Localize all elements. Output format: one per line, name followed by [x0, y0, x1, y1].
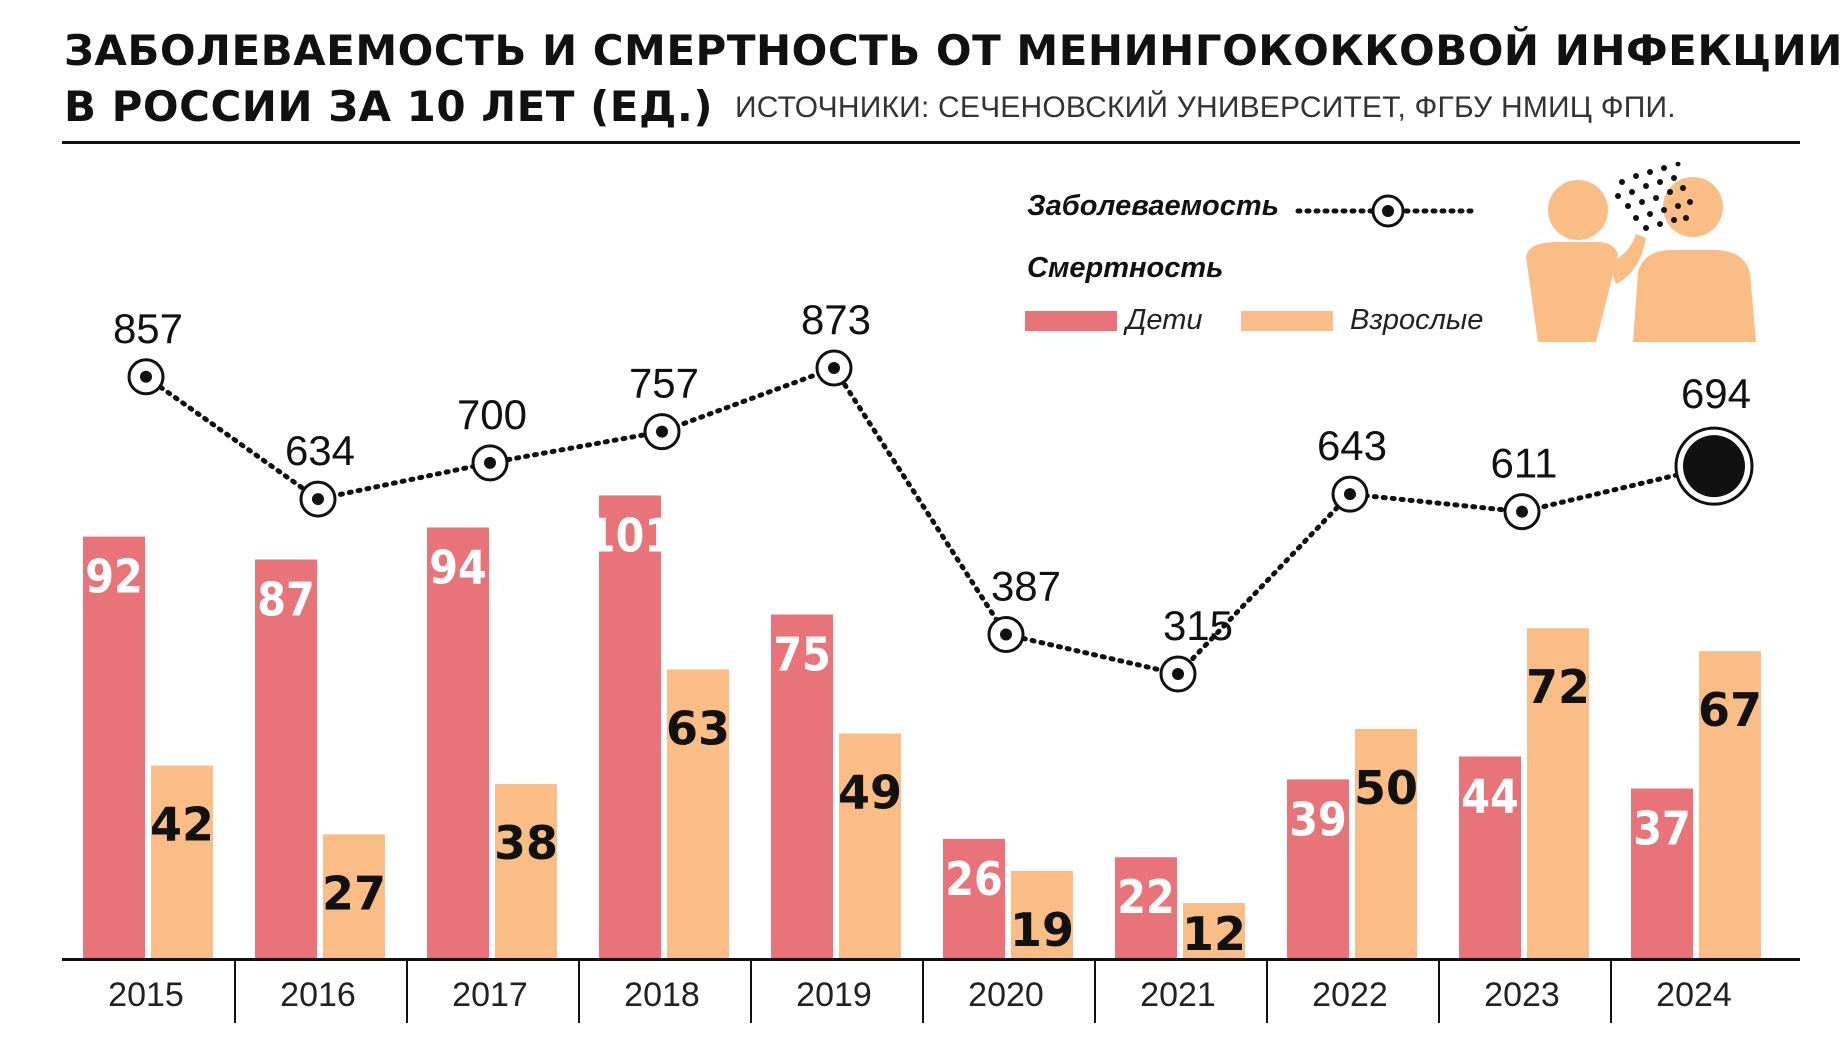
x-axis-separator	[234, 961, 236, 1023]
x-axis-separator	[1094, 961, 1096, 1023]
bar-children-label-2019: 75	[773, 628, 831, 682]
bar-adults-label-2023: 72	[1526, 660, 1590, 714]
legend-children-swatch	[1025, 311, 1117, 331]
x-tick-label-2017: 2017	[452, 976, 528, 1014]
bar-children-2023	[1459, 756, 1521, 958]
bar-adults-label-2015: 42	[150, 798, 214, 852]
x-tick-label-2016: 2016	[280, 976, 356, 1014]
x-tick-label-2015: 2015	[108, 976, 184, 1014]
chart-source: ИСТОЧНИКИ: СЕЧЕНОВСКИЙ УНИВЕРСИТЕТ, ФГБУ…	[735, 91, 1676, 124]
bar-adults-2024	[1699, 651, 1761, 958]
bar-children-2018	[599, 495, 661, 958]
bar-adults-label-2021: 12	[1182, 907, 1246, 961]
bar-children-2022	[1287, 779, 1349, 958]
incidence-point-core-2022	[1344, 488, 1356, 501]
bar-adults-2021	[1183, 903, 1245, 958]
bar-children-label-2021: 22	[1117, 870, 1175, 924]
incidence-label-2019: 873	[801, 296, 871, 343]
bar-adults-label-2019: 49	[838, 766, 902, 820]
x-axis-separator	[1266, 961, 1268, 1023]
bar-adults-2020	[1011, 870, 1073, 958]
bar-adults-label-2020: 19	[1010, 903, 1074, 957]
bar-children-2020	[943, 838, 1005, 958]
x-axis-separator	[1610, 961, 1612, 1023]
x-tick-label-2022: 2022	[1312, 976, 1388, 1014]
bar-children-label-2017: 94	[429, 540, 487, 594]
x-tick-label-2024: 2024	[1656, 976, 1732, 1014]
bar-children-label-2023: 44	[1461, 769, 1519, 823]
bar-adults-label-2017: 38	[494, 816, 558, 870]
legend-incidence-marker-core	[1382, 205, 1394, 217]
x-tick-label-2023: 2023	[1484, 976, 1560, 1014]
incidence-label-2024: 694	[1681, 370, 1751, 417]
bar-children-label-2015: 92	[85, 550, 143, 604]
incidence-point-core-2018	[656, 425, 668, 438]
bar-children-2016	[255, 559, 317, 958]
bar-adults-2015	[151, 765, 213, 958]
incidence-label-2016: 634	[285, 427, 355, 474]
incidence-point-core-2024	[1683, 435, 1745, 498]
x-tick-label-2018: 2018	[624, 976, 700, 1014]
incidence-line-layer: 857 634 700 757 873 387 315 643 611 694	[113, 296, 1754, 693]
incidence-line	[143, 364, 1717, 677]
bar-children-2024	[1631, 788, 1693, 958]
incidence-point-core-2019	[828, 362, 840, 374]
bar-children-label-2022: 39	[1289, 792, 1347, 846]
incidence-point-core-2016	[312, 493, 324, 506]
bar-children-label-2016: 87	[257, 573, 315, 627]
person-sneezing-icon	[1526, 162, 1756, 342]
bar-children-label-2018: 101	[587, 508, 673, 562]
chart-title-line2: В РОССИИ ЗА 10 ЛЕТ (ЕД.)	[64, 82, 714, 131]
bar-adults-label-2018: 63	[666, 701, 730, 755]
incidence-label-2015: 857	[113, 305, 183, 352]
legend-incidence-label: Заболеваемость	[1027, 190, 1279, 222]
bar-adults-2019	[839, 733, 901, 958]
legend-mortality-label: Смертность	[1027, 252, 1224, 284]
bar-children-label-2020: 26	[945, 852, 1003, 906]
incidence-label-2018: 757	[629, 360, 699, 407]
bar-children-2017	[427, 527, 489, 958]
x-tick-label-2021: 2021	[1140, 976, 1216, 1014]
x-axis-separator	[750, 961, 752, 1023]
incidence-label-2020: 387	[991, 563, 1061, 610]
legend-children-label: Дети	[1126, 304, 1203, 336]
bar-adults-2023	[1527, 628, 1589, 958]
legend-graphics	[1295, 194, 1481, 228]
incidence-label-2017: 700	[457, 391, 527, 438]
x-tick-label-2019: 2019	[796, 976, 872, 1014]
bar-children-2021	[1115, 857, 1177, 958]
incidence-point-core-2023	[1516, 505, 1528, 518]
bar-adults-2022	[1355, 729, 1417, 958]
incidence-label-2021: 315	[1163, 602, 1233, 649]
x-axis-line	[62, 958, 1800, 961]
bar-adults-2018	[667, 669, 729, 958]
x-tick-label-2020: 2020	[968, 976, 1044, 1014]
chart-title-line1: ЗАБОЛЕВАЕМОСТЬ И СМЕРТНОСТЬ ОТ МЕНИНГОКО…	[64, 26, 1843, 75]
x-axis-layer: 2015 2016 2017 2018 2019 2020 2021 2022 2023 2024	[62, 958, 1800, 1023]
x-axis-separator	[1438, 961, 1440, 1023]
incidence-point-core-2015	[140, 370, 152, 383]
x-axis-separator	[922, 961, 924, 1023]
legend-adults-label: Взрослые	[1350, 304, 1484, 336]
bar-children-label-2024: 37	[1633, 802, 1691, 856]
bar-adults-2016	[323, 834, 385, 958]
bar-adults-label-2022: 50	[1354, 761, 1418, 815]
bar-adults-label-2024: 67	[1698, 683, 1762, 737]
legend-adults-swatch	[1241, 311, 1333, 331]
incidence-label-2023: 611	[1491, 440, 1558, 487]
incidence-point-core-2021	[1172, 668, 1184, 680]
incidence-label-2022: 643	[1317, 422, 1387, 469]
bar-children-2019	[771, 614, 833, 958]
bar-adults-2017	[495, 783, 557, 958]
x-axis-separator	[406, 961, 408, 1023]
incidence-point-core-2020	[1000, 628, 1012, 641]
bar-adults-label-2016: 27	[322, 866, 386, 920]
title-divider	[62, 141, 1800, 144]
bar-children-2015	[83, 536, 145, 958]
incidence-point-core-2017	[484, 456, 496, 469]
x-axis-separator	[578, 961, 580, 1023]
